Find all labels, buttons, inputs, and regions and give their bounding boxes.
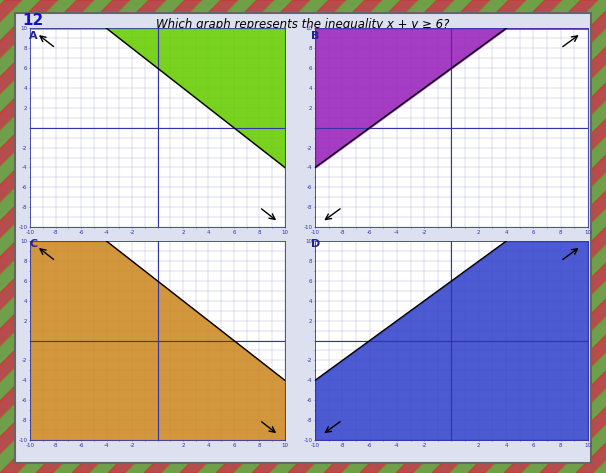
Polygon shape xyxy=(162,0,606,473)
Polygon shape xyxy=(288,0,606,473)
Polygon shape xyxy=(486,0,606,473)
Text: A: A xyxy=(29,31,38,41)
Text: C: C xyxy=(29,239,37,249)
Polygon shape xyxy=(324,0,606,473)
Polygon shape xyxy=(270,0,606,473)
Polygon shape xyxy=(0,0,5,473)
Polygon shape xyxy=(216,0,606,473)
Polygon shape xyxy=(0,0,383,473)
Polygon shape xyxy=(72,0,563,473)
Polygon shape xyxy=(252,0,606,473)
Polygon shape xyxy=(198,0,606,473)
Polygon shape xyxy=(0,0,59,473)
Text: 12: 12 xyxy=(22,13,43,28)
Polygon shape xyxy=(378,0,606,473)
Polygon shape xyxy=(414,0,606,473)
Polygon shape xyxy=(522,0,606,473)
Polygon shape xyxy=(0,0,239,473)
Polygon shape xyxy=(0,0,329,473)
Polygon shape xyxy=(396,0,606,473)
Text: D: D xyxy=(311,239,320,249)
Polygon shape xyxy=(306,0,606,473)
Polygon shape xyxy=(0,0,437,473)
Polygon shape xyxy=(0,0,221,473)
Polygon shape xyxy=(180,0,606,473)
Polygon shape xyxy=(90,0,581,473)
Polygon shape xyxy=(0,0,455,473)
Polygon shape xyxy=(36,0,527,473)
Polygon shape xyxy=(144,0,606,473)
Polygon shape xyxy=(0,0,365,473)
Polygon shape xyxy=(0,0,293,473)
Text: Which graph represents the inequality x + y ≥ 6?: Which graph represents the inequality x … xyxy=(156,18,450,31)
Polygon shape xyxy=(594,0,606,473)
Polygon shape xyxy=(0,0,473,473)
Polygon shape xyxy=(576,0,606,473)
Polygon shape xyxy=(0,0,113,473)
Polygon shape xyxy=(0,0,347,473)
Polygon shape xyxy=(0,0,23,473)
Polygon shape xyxy=(450,0,606,473)
Polygon shape xyxy=(0,0,419,473)
Polygon shape xyxy=(468,0,606,473)
Polygon shape xyxy=(0,0,491,473)
Polygon shape xyxy=(0,0,77,473)
Polygon shape xyxy=(0,0,167,473)
Polygon shape xyxy=(108,0,599,473)
Polygon shape xyxy=(0,0,131,473)
Polygon shape xyxy=(432,0,606,473)
Polygon shape xyxy=(0,0,149,473)
Polygon shape xyxy=(0,0,275,473)
Polygon shape xyxy=(0,0,401,473)
FancyBboxPatch shape xyxy=(15,13,591,463)
Polygon shape xyxy=(0,0,311,473)
Polygon shape xyxy=(0,0,41,473)
Polygon shape xyxy=(360,0,606,473)
Polygon shape xyxy=(234,0,606,473)
Polygon shape xyxy=(0,0,95,473)
Polygon shape xyxy=(18,0,509,473)
Polygon shape xyxy=(504,0,606,473)
Polygon shape xyxy=(540,0,606,473)
Polygon shape xyxy=(126,0,606,473)
Polygon shape xyxy=(558,0,606,473)
Polygon shape xyxy=(0,0,203,473)
Polygon shape xyxy=(0,0,185,473)
Polygon shape xyxy=(54,0,545,473)
Polygon shape xyxy=(0,0,257,473)
Text: B: B xyxy=(311,31,319,41)
Polygon shape xyxy=(342,0,606,473)
